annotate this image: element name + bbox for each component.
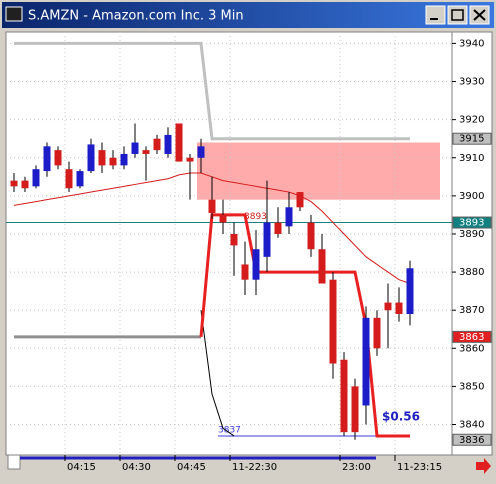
price-flag	[452, 132, 492, 145]
candle-body	[329, 279, 337, 364]
candle-body	[395, 302, 403, 314]
candle-body	[197, 146, 205, 158]
price-flag-label: 3863	[459, 332, 484, 343]
candle-body	[340, 359, 348, 433]
x-tick-label: 11-22:30	[232, 462, 277, 473]
candle-body	[54, 150, 62, 166]
candle-body	[241, 264, 249, 280]
candle-body	[142, 150, 150, 154]
y-tick-label: 3880	[459, 267, 484, 278]
x-tick-label: 04:45	[177, 462, 206, 473]
price-flag	[452, 330, 492, 343]
candle-body	[164, 134, 172, 154]
maximize-icon	[451, 9, 464, 21]
app-icon	[5, 6, 23, 22]
candle-body	[175, 123, 183, 162]
price-flag-label: 3915	[459, 134, 484, 145]
candle-body	[230, 233, 238, 246]
x-tick-label: 23:00	[342, 462, 371, 473]
candle-body	[153, 138, 161, 151]
candle-body	[307, 222, 315, 250]
overlay-line	[200, 310, 235, 437]
price-flag-label: 3836	[459, 435, 484, 446]
candle-body	[65, 169, 73, 189]
candle-body	[87, 144, 95, 172]
y-tick-label: 3920	[459, 115, 484, 126]
candle-body	[76, 171, 84, 187]
y-tick-label: 3910	[459, 153, 484, 164]
candle-body	[285, 207, 293, 227]
candle-body	[21, 180, 29, 189]
y-tick-label: 3870	[459, 305, 484, 316]
candle-body	[186, 157, 194, 162]
window-title: S.AMZN - Amazon.com Inc. 3 Min	[28, 9, 244, 24]
plot: 3840 3850 3860 3870 3880 3890 3900 3910 3920 3930…	[6, 32, 492, 473]
candle-body	[10, 180, 18, 187]
candle-body	[406, 268, 414, 314]
y-tick-label: 3840	[459, 420, 484, 431]
price-flag-label: 3893	[459, 218, 484, 229]
x-tick-label: 11-23:15	[397, 462, 442, 473]
overlay-line	[199, 213, 410, 438]
overlay-line	[14, 41, 410, 141]
candle-body	[373, 317, 381, 349]
candle-body	[252, 249, 260, 280]
window-buttons	[425, 5, 490, 25]
scroll-box[interactable]	[7, 454, 21, 470]
candle-body	[120, 153, 128, 166]
price-axis	[451, 31, 493, 456]
x-tick-label: 04:15	[67, 462, 96, 473]
level-label: 3837	[218, 425, 241, 435]
candle-body	[109, 157, 117, 166]
y-tick-label: 3940	[459, 38, 484, 49]
candle-body	[274, 222, 282, 234]
candle-body	[263, 222, 271, 257]
candle-body	[318, 249, 326, 284]
candle-body	[32, 169, 40, 187]
candle-body	[384, 302, 392, 311]
title-bar	[2, 2, 494, 28]
candle-body	[131, 142, 139, 154]
candle-body	[362, 317, 370, 406]
price-flag	[452, 433, 492, 446]
level-label: 3893	[244, 212, 267, 222]
x-tick-label: 04:30	[122, 462, 151, 473]
pnl-annotation: $0.56	[382, 409, 420, 423]
time-axis	[6, 456, 492, 478]
candle-body	[43, 146, 51, 172]
y-tick-label: 3860	[459, 343, 484, 354]
y-tick-label: 3850	[459, 381, 484, 392]
candle-body	[219, 214, 227, 223]
scroll-right-arrow[interactable]	[476, 458, 491, 474]
y-tick-label: 3930	[459, 77, 484, 88]
close-icon	[473, 9, 486, 21]
candle-body	[351, 386, 359, 433]
candle-body	[208, 199, 216, 214]
maximize-button[interactable]	[447, 5, 468, 25]
candle-body	[98, 150, 106, 166]
y-tick-label: 3890	[459, 229, 484, 240]
price-flag	[452, 216, 492, 229]
y-tick-label: 3900	[459, 191, 484, 202]
price-zone	[197, 142, 440, 200]
minimize-button[interactable]	[425, 5, 446, 25]
plot-area	[5, 31, 453, 456]
candle-body	[296, 192, 304, 208]
